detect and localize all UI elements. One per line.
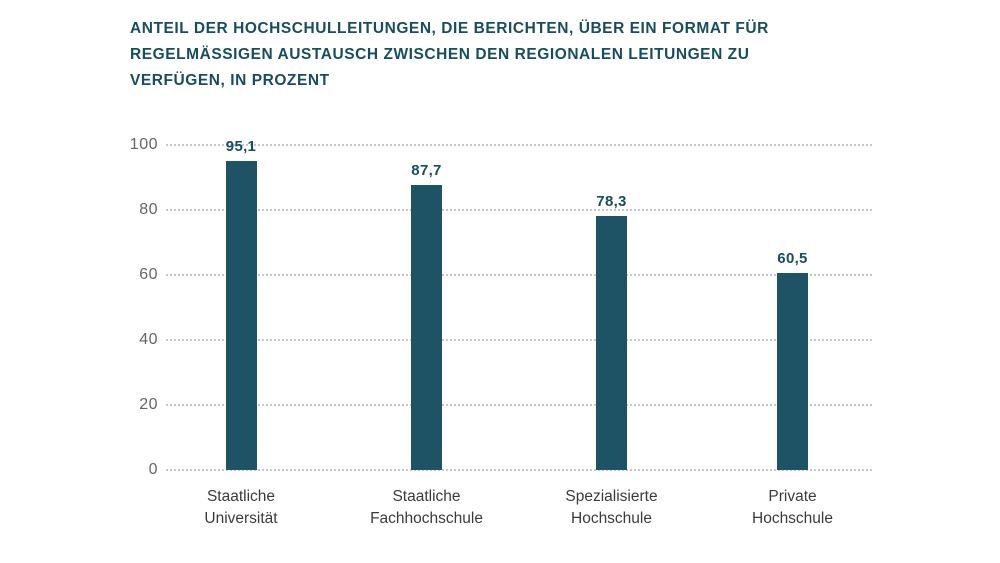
y-axis-tick-40: 40 (139, 331, 158, 348)
x-axis-category-label-3: Spezialisierte Hochschule (565, 488, 658, 527)
bar-1 (225, 160, 257, 470)
y-axis-tick-0: 0 (148, 461, 158, 478)
y-axis-tick-20: 20 (139, 396, 158, 413)
gridline-100 (166, 144, 872, 146)
bar-value-label-4: 60,5 (777, 250, 808, 268)
gridline-60 (166, 274, 872, 276)
gridline-40 (166, 339, 872, 341)
bar-2 (411, 184, 442, 470)
y-axis-tick-60: 60 (139, 266, 158, 283)
chart-title: ANTEIL DER HOCHSCHULLEITUNGEN, DIE BERIC… (130, 16, 769, 94)
bar-value-label-1: 95,1 (225, 137, 257, 155)
bar-3 (596, 215, 627, 470)
bar-4 (777, 273, 808, 470)
x-axis-category-label-2: Staatliche Fachhochschule (370, 488, 483, 527)
y-axis-tick-100: 100 (129, 136, 158, 153)
chart-title-line-3: VERFÜGEN, IN PROZENT (130, 72, 330, 89)
gridline-0 (166, 469, 872, 471)
gridline-80 (166, 209, 872, 211)
chart-title-line-1: ANTEIL DER HOCHSCHULLEITUNGEN, DIE BERIC… (130, 20, 769, 37)
y-axis-tick-80: 80 (139, 201, 158, 218)
x-axis-category-label-1: Staatliche Universität (204, 488, 278, 527)
x-axis-category-label-4: Private Hochschule (752, 488, 833, 527)
bar-value-label-3: 78,3 (596, 192, 627, 210)
bar-value-label-2: 87,7 (411, 161, 442, 179)
gridline-20 (166, 404, 872, 406)
chart-title-line-2: REGELMÄSSIGEN AUSTAUSCH ZWISCHEN DEN REG… (130, 46, 750, 63)
